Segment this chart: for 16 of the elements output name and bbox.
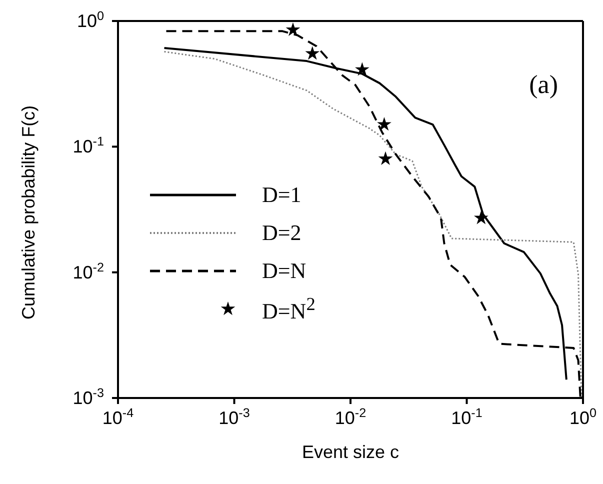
y-axis-title: Cumulative probability F(c) bbox=[18, 105, 38, 320]
legend-label: D=2 bbox=[262, 220, 302, 246]
x-tick-label: 10$^{-1}$ bbox=[451, 406, 482, 428]
x-tick-label: 10$^{-4}$ bbox=[102, 406, 134, 428]
y-tick-label: 10$^{0}$ bbox=[76, 9, 104, 31]
legend-label: D=1 bbox=[262, 182, 302, 208]
y-tick-label: 10$^{-3}$ bbox=[72, 386, 104, 408]
y-tick-label: 10$^{-2}$ bbox=[72, 260, 104, 282]
legend-label: D=N bbox=[262, 258, 306, 284]
x-tick-label: 10$^{-2}$ bbox=[334, 406, 366, 428]
y-tick-label: 10$^{-1}$ bbox=[72, 134, 104, 157]
legend-label: D=N$^{2}$ bbox=[262, 294, 316, 324]
x-tick-label: 10$^{-3}$ bbox=[218, 406, 250, 428]
annotation: (a) bbox=[529, 70, 558, 100]
x-axis-title: Event size c bbox=[302, 442, 400, 462]
x-tick-label: 10$^{0}$ bbox=[569, 406, 597, 428]
